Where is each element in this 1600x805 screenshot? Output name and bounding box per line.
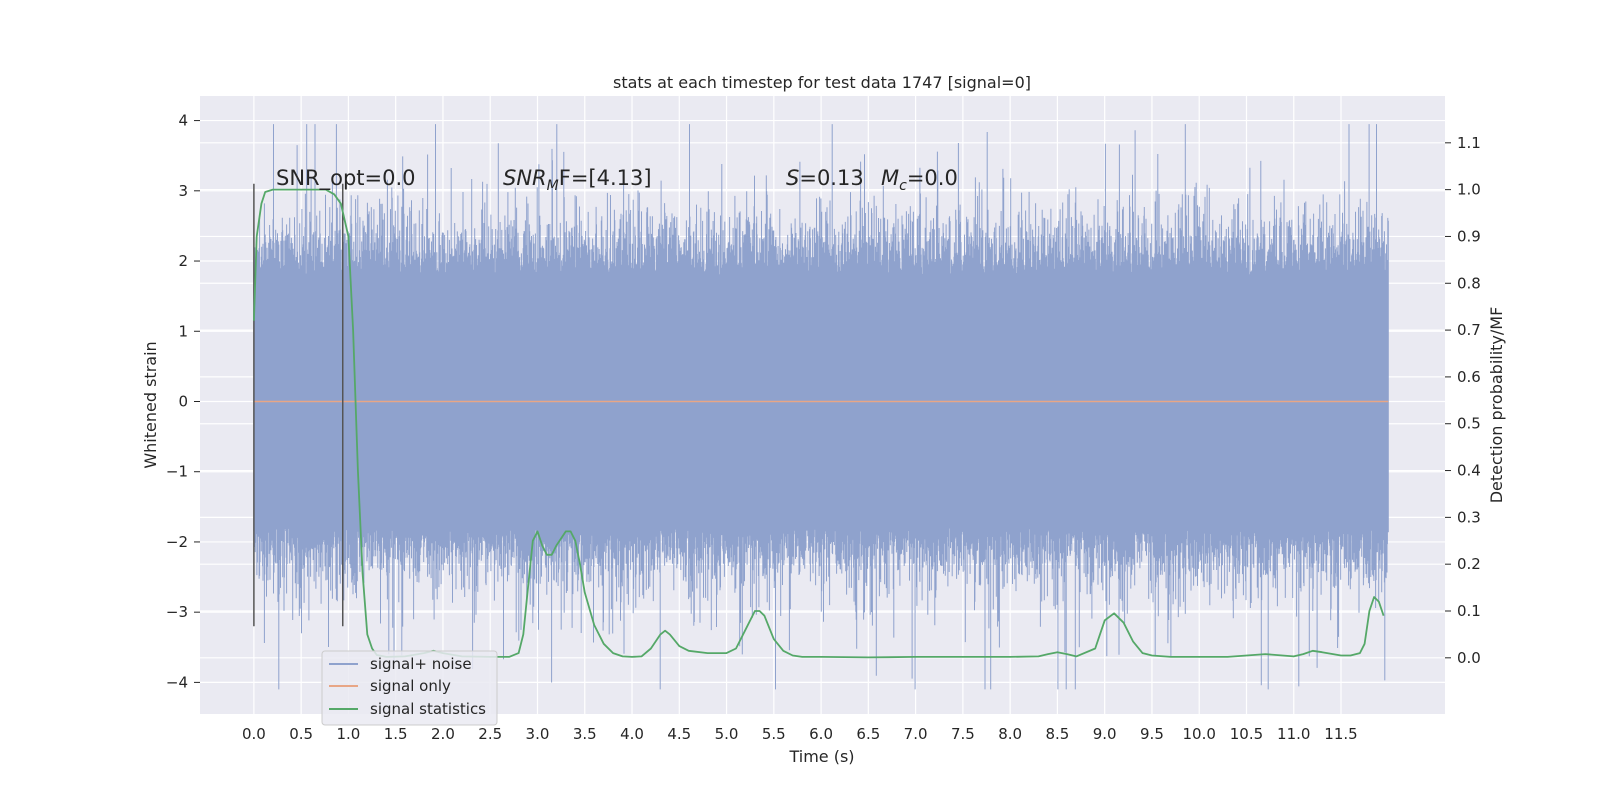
x-tick-label: 7.5	[951, 725, 975, 743]
x-tick-label: 9.0	[1093, 725, 1117, 743]
x-tick-label: 4.0	[620, 725, 644, 743]
y-left-tick-label: −2	[166, 533, 188, 551]
y-right-axis-label: Detection probability/MF	[1487, 307, 1506, 504]
snr-opt-annotation: SNR_opt=0.0	[276, 166, 416, 191]
x-axis-label: Time (s)	[788, 747, 854, 766]
y-left-tick-label: 2	[178, 252, 188, 270]
s-symbol: S	[786, 166, 799, 190]
y-right-tick-label: 0.2	[1457, 555, 1481, 573]
y-left-tick-label: 0	[178, 392, 188, 410]
x-tick-label: 3.5	[573, 725, 597, 743]
mc-annotation: Mc=0.0	[881, 166, 958, 194]
x-tick-label: 6.5	[856, 725, 880, 743]
s-value: =0.13	[799, 166, 863, 190]
y-left-axis-label: Whitened strain	[141, 341, 160, 468]
legend-label-noise: signal+ noise	[370, 655, 472, 673]
y-right-tick-label: 0.0	[1457, 649, 1481, 667]
y-left-tick-label: 3	[178, 182, 188, 200]
y-right-tick-label: 0.4	[1457, 462, 1481, 480]
mc-value: =0.0	[907, 166, 958, 190]
y-left-tick-label: −3	[166, 603, 188, 621]
chart-title: stats at each timestep for test data 174…	[613, 73, 1031, 92]
snr-mf-value: F=[4.13]	[559, 166, 652, 190]
x-tick-label: 9.5	[1140, 725, 1164, 743]
y-right-tick-label: 0.9	[1457, 227, 1481, 245]
x-tick-label: 8.0	[998, 725, 1022, 743]
x-axis-ticks: 0.0 0.5 1.0 1.5 2.0 2.5 3.0 3.5 4.0 4.5 5.0 5.5 6.0 6…	[242, 725, 1358, 743]
legend-box	[321, 650, 498, 726]
y-right-tick-label: 1.0	[1457, 181, 1481, 199]
mc-subscript: c	[899, 178, 907, 194]
y-right-tick-label: 1.1	[1457, 134, 1481, 152]
y-left-tick-label: 4	[178, 112, 188, 130]
vertical-markers	[253, 183, 344, 627]
mc-symbol: M	[881, 166, 899, 190]
snr-mf-annotation: SNRMF=[4.13]	[503, 166, 652, 194]
x-tick-label: 0.0	[242, 725, 266, 743]
x-tick-label: 11.5	[1324, 725, 1357, 743]
y-left-tick-label: −1	[166, 463, 188, 481]
x-tick-label: 6.0	[809, 725, 833, 743]
x-tick-label: 10.5	[1230, 725, 1263, 743]
x-tick-label: 1.0	[336, 725, 360, 743]
x-tick-label: 11.0	[1277, 725, 1310, 743]
x-tick-label: 3.0	[526, 725, 550, 743]
y-right-tick-label: 0.5	[1457, 415, 1481, 433]
x-tick-label: 10.0	[1183, 725, 1216, 743]
x-tick-label: 4.5	[667, 725, 691, 743]
y-left-axis-ticks: 4 3 2 1 0 −1 −2 −3 −4	[166, 112, 200, 691]
y-right-axis-ticks: 1.1 1.0 0.9 0.8 0.7 0.6 0.5 0.4 0.3 0.2 0.1 0.0	[1445, 134, 1481, 667]
legend-label-stats: signal statistics	[370, 700, 486, 718]
x-tick-label: 8.5	[1045, 725, 1069, 743]
legend: signal+ noise signal only signal statist…	[321, 650, 498, 726]
legend-label-signal: signal only	[370, 677, 451, 695]
y-right-tick-label: 0.7	[1457, 321, 1481, 339]
snr-mf-subscript: M	[547, 178, 559, 194]
y-right-tick-label: 0.3	[1457, 508, 1481, 526]
s-annotation: S=0.13	[786, 166, 864, 190]
x-tick-label: 1.5	[384, 725, 408, 743]
x-tick-label: 5.0	[715, 725, 739, 743]
x-tick-label: 0.5	[289, 725, 313, 743]
y-left-tick-label: 1	[178, 322, 188, 340]
y-right-tick-label: 0.6	[1457, 368, 1481, 386]
x-tick-label: 2.0	[431, 725, 455, 743]
y-right-tick-label: 0.8	[1457, 274, 1481, 292]
y-right-tick-label: 0.1	[1457, 602, 1481, 620]
x-tick-label: 5.5	[762, 725, 786, 743]
y-left-tick-label: −4	[166, 673, 188, 691]
signal-statistics-line	[253, 188, 1385, 659]
x-tick-label: 2.5	[478, 725, 502, 743]
snr-mf-symbol: SNR	[503, 166, 547, 190]
x-tick-label: 7.0	[904, 725, 928, 743]
signal-statistics-series	[253, 188, 1385, 659]
